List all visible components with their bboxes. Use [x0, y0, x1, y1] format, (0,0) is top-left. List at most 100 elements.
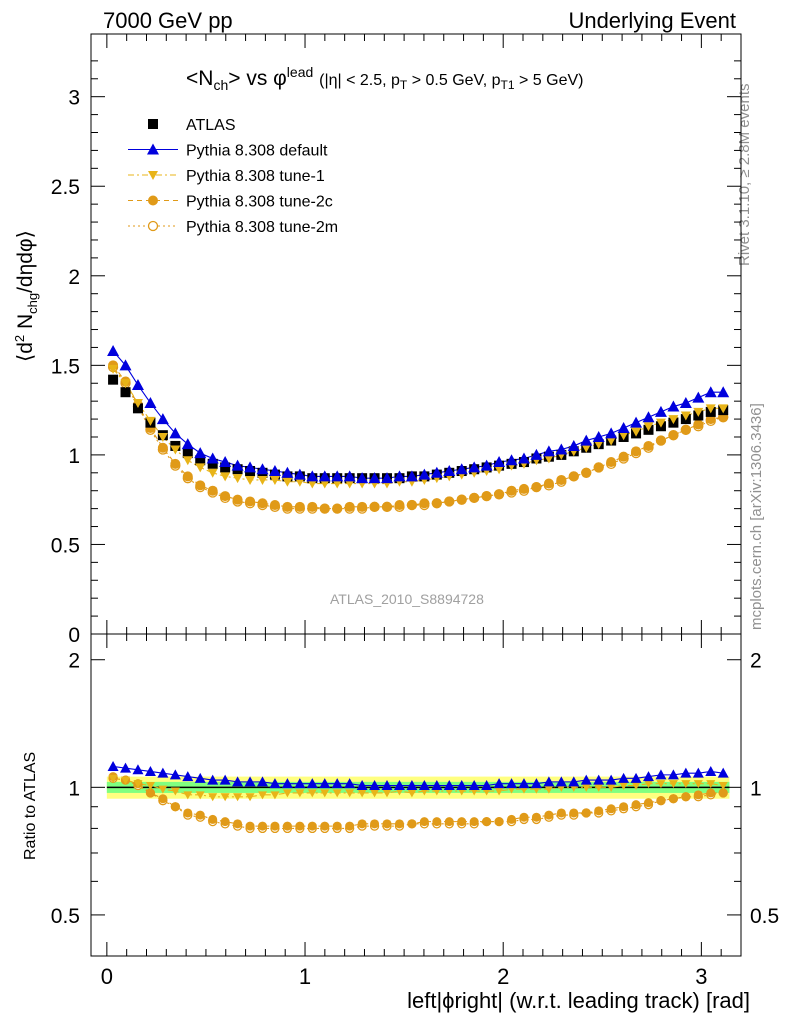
- ratio-point: [506, 778, 518, 789]
- data-point: [568, 471, 579, 482]
- ratio-point: [307, 821, 317, 831]
- ratio-point: [418, 779, 430, 790]
- ratio-y-axis-label: Ratio to ATLAS: [22, 751, 39, 860]
- legend-marker: [147, 143, 159, 155]
- data-point: [455, 463, 468, 475]
- ratio-point: [233, 793, 243, 802]
- ratio-point: [382, 789, 392, 798]
- ratio-point: [706, 780, 716, 789]
- data-point: [343, 470, 356, 482]
- ratio-point: [157, 767, 169, 778]
- data-point: [344, 479, 355, 489]
- data-point: [667, 400, 680, 412]
- ratio-point: [482, 817, 492, 827]
- ratio-point: [332, 789, 342, 798]
- ratio-point: [394, 819, 404, 829]
- ylabel-mid: N: [14, 313, 37, 335]
- data-point: [419, 498, 430, 509]
- data-point: [668, 415, 679, 425]
- data-point: [182, 448, 193, 459]
- ratio-point: [145, 781, 155, 790]
- data-point: [618, 431, 629, 441]
- data-point: [269, 475, 280, 485]
- data-point: [232, 494, 243, 505]
- data-point: [169, 427, 182, 439]
- ratio-point: [295, 789, 305, 798]
- data-point: [244, 461, 257, 473]
- ratio-point: [656, 796, 666, 806]
- data-point: [195, 463, 206, 473]
- data-point: [679, 396, 692, 408]
- title-main: <N: [186, 67, 214, 90]
- data-point: [132, 398, 143, 408]
- data-point: [194, 447, 207, 459]
- ratio-point: [295, 821, 305, 831]
- legend-marker: [148, 171, 158, 180]
- data-point: [431, 498, 442, 509]
- ratio-point: [555, 776, 567, 787]
- ratio-point: [195, 791, 205, 800]
- ratio-point: [208, 814, 218, 824]
- data-point: [293, 468, 306, 480]
- ratio-point: [282, 821, 292, 831]
- ratio-point: [419, 817, 429, 827]
- data-point: [418, 468, 431, 480]
- y-tick-label: 2.5: [51, 176, 80, 199]
- ratio-point: [681, 780, 691, 789]
- ratio-point: [220, 793, 230, 802]
- ratio-point: [370, 819, 380, 829]
- legend-label: Pythia 8.308 tune-2m: [186, 219, 338, 236]
- data-point: [718, 404, 729, 414]
- data-point: [530, 448, 543, 460]
- ratio-point: [370, 789, 380, 798]
- data-point: [692, 391, 705, 403]
- ratio-point: [594, 783, 604, 792]
- data-point: [618, 451, 629, 462]
- data-point: [481, 491, 492, 502]
- ratio-point: [294, 778, 306, 789]
- ratio-point: [507, 814, 517, 824]
- ylabel-sup: 2: [12, 334, 27, 343]
- axis-ticks: [91, 34, 741, 956]
- ratio-point: [568, 776, 580, 787]
- data-point: [381, 472, 394, 484]
- ratio-point: [642, 771, 654, 782]
- data-point: [506, 485, 517, 496]
- data-point: [606, 436, 617, 446]
- data-point: [195, 480, 206, 491]
- ratio-point: [331, 778, 343, 789]
- data-point: [306, 470, 319, 482]
- ratio-point: [307, 789, 317, 798]
- ratio-point: [407, 819, 417, 829]
- data-point: [332, 479, 343, 489]
- ratio-point: [306, 778, 318, 789]
- data-point: [257, 498, 268, 509]
- ratio-point: [107, 760, 119, 771]
- ratio-point: [170, 787, 180, 796]
- ratio-plot-frame: [90, 633, 742, 957]
- ratio-point: [320, 789, 330, 798]
- data-point: [406, 500, 417, 511]
- ratio-y-tick-label-left: 1: [68, 777, 80, 800]
- ratio-point: [717, 767, 729, 778]
- legend-label: Pythia 8.308 tune-1: [186, 168, 325, 185]
- legend-marker: [148, 195, 158, 206]
- ratio-point: [233, 819, 243, 829]
- legend-marker: [147, 220, 159, 232]
- data-point: [555, 443, 568, 455]
- x-tick-label: 2: [497, 964, 509, 989]
- data-point: [108, 374, 119, 385]
- ratio-y-tick-label-left: 0.5: [51, 905, 80, 928]
- ratio-point: [332, 821, 342, 831]
- x-tick-label: 0: [101, 964, 113, 989]
- data-point: [219, 456, 232, 468]
- y-tick-label: 1.5: [51, 355, 80, 378]
- ratio-point: [543, 776, 555, 787]
- ratio-point: [108, 774, 118, 783]
- title-cuts-2: > 0.5 GeV, p: [407, 72, 501, 89]
- data-point: [232, 474, 243, 484]
- data-point: [468, 461, 481, 473]
- data-point: [469, 492, 480, 503]
- ylabel-sub: chg: [25, 292, 41, 314]
- ratio-point: [667, 769, 679, 780]
